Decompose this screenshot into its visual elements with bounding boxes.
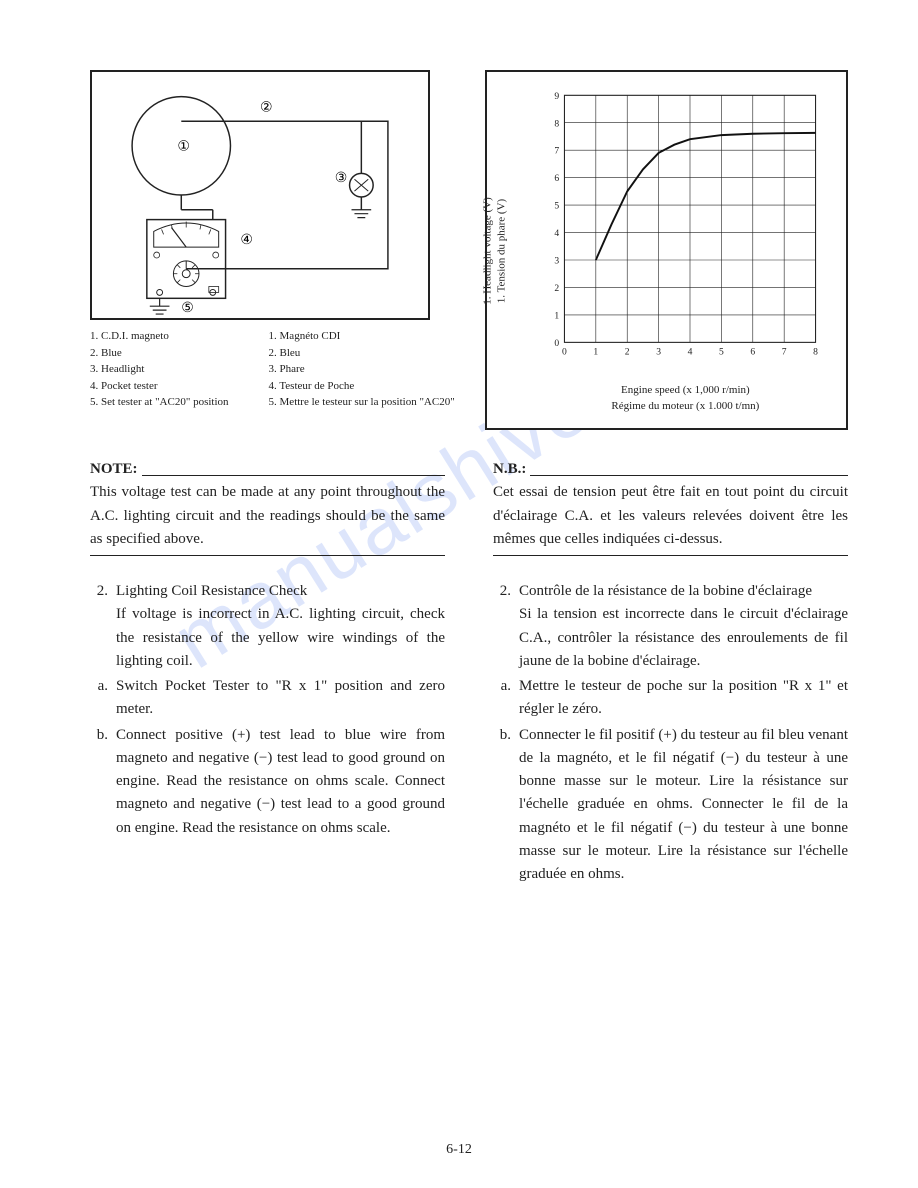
list-fr-a: Mettre le testeur de poche sur la positi… [519, 675, 848, 722]
legend-english: 1. C.D.I. magneto 2. Blue 3. Headlight 4… [90, 328, 229, 411]
note-rule-bottom [90, 555, 445, 556]
svg-text:7: 7 [781, 347, 786, 358]
list-fr-intro: Si la tension est incorrecte dans le cir… [519, 603, 848, 673]
list-row: 2. Lighting Coil Resistance Check If vol… [90, 580, 848, 886]
svg-text:1: 1 [593, 347, 598, 358]
svg-text:4: 4 [687, 347, 692, 358]
note-english: NOTE: This voltage test can be made at a… [90, 458, 445, 556]
svg-text:2: 2 [625, 347, 630, 358]
callout-2: ② [260, 99, 272, 114]
svg-text:5: 5 [554, 201, 559, 212]
svg-text:1: 1 [554, 310, 559, 321]
list-en-b: Connect positive (+) test lead to blue w… [116, 724, 445, 840]
svg-text:0: 0 [554, 338, 559, 349]
list-en-num: 2. [90, 580, 116, 673]
list-fr-title: Contrôle de la résistance de la bobine d… [519, 580, 848, 603]
svg-text:9: 9 [554, 91, 559, 102]
note-rule-bottom [493, 555, 848, 556]
chart-y-label: 1. Headlight voltage (V) 1. Tension du p… [480, 197, 509, 305]
chart-xlabel-fr: Régime du moteur (x 1.000 t/mn) [611, 400, 759, 412]
note-row: NOTE: This voltage test can be made at a… [90, 458, 848, 556]
circuit-column: ① ② ③ [90, 70, 455, 411]
circuit-diagram: ① ② ③ [90, 70, 430, 320]
legend-fr-5: 5. Mettre le testeur sur la position "AC… [269, 394, 455, 411]
list-en-title: Lighting Coil Resistance Check [116, 580, 445, 603]
list-fr-num: 2. [493, 580, 519, 673]
legend-row: 1. C.D.I. magneto 2. Blue 3. Headlight 4… [90, 328, 455, 411]
callout-5: ⑤ [181, 300, 193, 315]
note-fr-body: Cet essai de tension peut être fait en t… [493, 481, 848, 551]
svg-text:3: 3 [656, 347, 661, 358]
callout-3: ③ [335, 170, 347, 185]
legend-fr-2: 2. Bleu [269, 345, 455, 362]
chart-ylabel-en: 1. Headlight voltage (V) [481, 197, 493, 305]
list-fr-a-label: a. [493, 675, 519, 722]
svg-text:4: 4 [554, 228, 559, 239]
list-en-b-label: b. [90, 724, 116, 840]
svg-text:5: 5 [719, 347, 724, 358]
list-en-a: Switch Pocket Tester to "R x 1" position… [116, 675, 445, 722]
legend-en-1: 1. C.D.I. magneto [90, 328, 229, 345]
svg-text:2: 2 [554, 283, 559, 294]
list-fr-b-label: b. [493, 724, 519, 887]
list-en-intro: If voltage is incorrect in A.C. lighting… [116, 603, 445, 673]
chart-xlabel-en: Engine speed (x 1,000 r/min) [621, 384, 750, 396]
svg-text:8: 8 [554, 118, 559, 129]
note-french: N.B.: Cet essai de tension peut être fai… [493, 458, 848, 556]
list-en-a-label: a. [90, 675, 116, 722]
list-fr-b: Connecter le fil positif (+) du testeur … [519, 724, 848, 887]
callout-1: ① [177, 139, 189, 154]
callout-4: ④ [240, 232, 252, 247]
legend-en-4: 4. Pocket tester [90, 378, 229, 395]
svg-text:7: 7 [554, 146, 559, 157]
page-content: ① ② ③ [0, 0, 918, 926]
note-rule-icon [142, 475, 445, 476]
legend-en-5: 5. Set tester at "AC20" position [90, 394, 229, 411]
voltage-chart: 1. Headlight voltage (V) 1. Tension du p… [485, 70, 848, 430]
note-en-head: NOTE: [90, 458, 138, 481]
svg-text:6: 6 [554, 173, 559, 184]
svg-text:6: 6 [750, 347, 755, 358]
legend-en-3: 3. Headlight [90, 361, 229, 378]
legend-french: 1. Magnéto CDI 2. Bleu 3. Phare 4. Teste… [269, 328, 455, 411]
svg-text:3: 3 [554, 255, 559, 266]
legend-fr-1: 1. Magnéto CDI [269, 328, 455, 345]
svg-text:0: 0 [562, 347, 567, 358]
chart-x-label: Engine speed (x 1,000 r/min) Régime du m… [547, 383, 824, 414]
note-fr-head: N.B.: [493, 458, 526, 481]
page-number: 6-12 [0, 1142, 918, 1158]
legend-en-2: 2. Blue [90, 345, 229, 362]
note-rule-icon [530, 475, 848, 476]
note-en-body: This voltage test can be made at any poi… [90, 481, 445, 551]
chart-ylabel-fr: 1. Tension du phare (V) [496, 199, 508, 303]
legend-fr-4: 4. Testeur de Poche [269, 378, 455, 395]
list-french: 2. Contrôle de la résistance de la bobin… [493, 580, 848, 886]
top-row: ① ② ③ [90, 70, 848, 430]
svg-text:8: 8 [813, 347, 818, 358]
list-english: 2. Lighting Coil Resistance Check If vol… [90, 580, 445, 886]
chart-grid: 0 1 2 3 4 5 6 7 8 0 1 2 3 4 5 6 7 8 9 [547, 90, 824, 360]
legend-fr-3: 3. Phare [269, 361, 455, 378]
